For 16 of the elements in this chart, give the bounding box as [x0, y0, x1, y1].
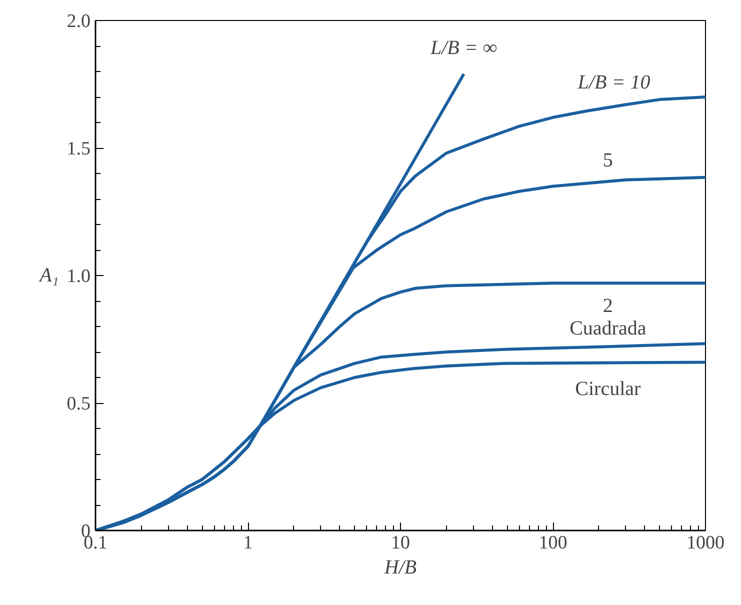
x-axis-title: H/B [383, 556, 417, 578]
y-axis-title: A₁ [38, 264, 59, 286]
x-tick-label: 1000 [686, 532, 724, 554]
y-tick-label: 1.0 [66, 266, 90, 287]
x-tick-label: 10 [391, 532, 410, 554]
series-label: Circular [575, 378, 642, 400]
y-tick-label: 2.0 [66, 11, 90, 32]
series-label: L/B = 10 [576, 72, 650, 94]
x-tick-label: 100 [538, 532, 568, 554]
series-label: 2 [602, 295, 613, 318]
series-label: Cuadrada [570, 318, 646, 340]
y-tick-label: 1.5 [66, 138, 90, 160]
series-label: L/B = ∞ [429, 37, 498, 60]
x-tick-label: 1 [243, 532, 253, 554]
y-tick-label: 0.5 [66, 394, 90, 414]
series-label: 5 [602, 149, 613, 172]
